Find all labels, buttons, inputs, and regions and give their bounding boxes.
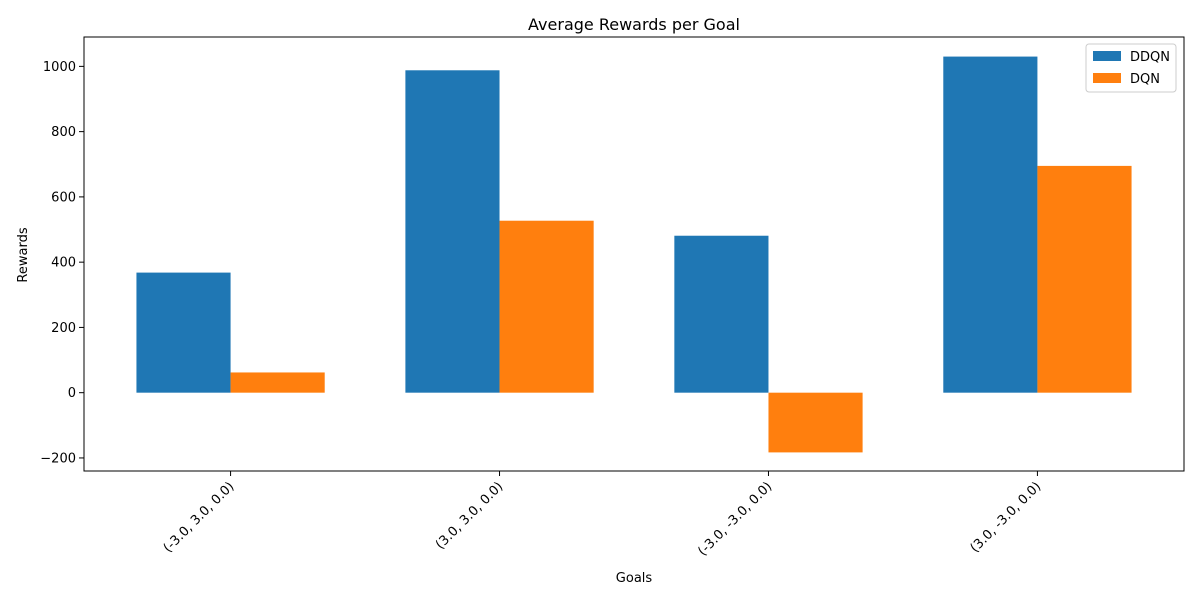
legend-swatch-dqn <box>1093 73 1121 83</box>
x-tick-label: (3.0, 3.0, 0.0) <box>433 479 506 552</box>
bar-dqn-0 <box>230 372 325 393</box>
bar-dqn-3 <box>1037 165 1132 393</box>
y-tick-label: 600 <box>51 190 76 205</box>
y-tick-label: −200 <box>40 451 76 466</box>
y-tick-label: 0 <box>68 386 76 401</box>
bar-ddqn-2 <box>674 235 769 393</box>
bar-ddqn-3 <box>943 56 1038 393</box>
y-tick-label: 200 <box>51 321 76 336</box>
y-axis-label: Rewards <box>16 227 31 282</box>
y-tick-label: 1000 <box>43 60 76 75</box>
legend: DDQN DQN <box>1085 43 1177 93</box>
y-tick-label: 400 <box>51 256 76 271</box>
x-tick-label: (3.0, -3.0, 0.0) <box>968 479 1045 556</box>
legend-label-ddqn: DDQN <box>1130 50 1170 65</box>
y-axis-ticks: −200 0 200 400 600 800 1000 <box>40 60 84 466</box>
y-tick-label: 800 <box>51 125 76 140</box>
bar-ddqn-1 <box>405 70 500 393</box>
bar-dqn-2 <box>768 392 863 453</box>
plot-frame <box>83 36 1185 472</box>
x-axis-ticks: (-3.0, 3.0, 0.0) (3.0, 3.0, 0.0) (-3.0, -3… <box>161 471 1044 559</box>
x-axis-label: Goals <box>616 571 653 586</box>
legend-swatch-ddqn <box>1093 51 1121 61</box>
x-tick-label: (-3.0, -3.0, 0.0) <box>695 479 775 559</box>
bar-dqn-1 <box>499 220 594 393</box>
x-tick-label: (-3.0, 3.0, 0.0) <box>161 479 238 556</box>
bars-group <box>136 56 1132 453</box>
bar-ddqn-0 <box>136 272 231 393</box>
legend-label-dqn: DQN <box>1130 72 1160 87</box>
chart-title: Average Rewards per Goal <box>528 15 740 34</box>
